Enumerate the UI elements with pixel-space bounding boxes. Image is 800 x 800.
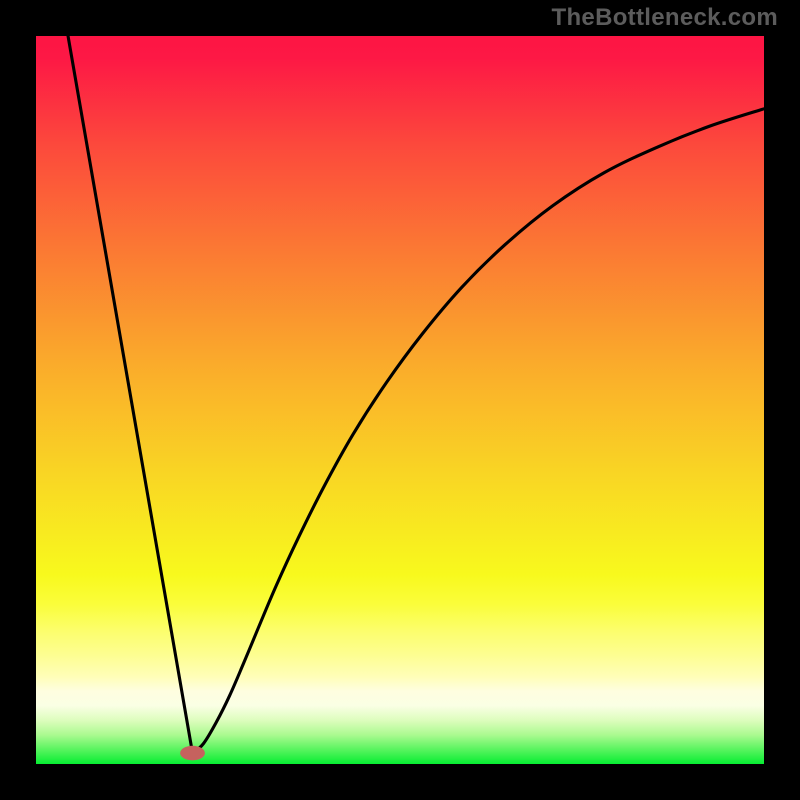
- gradient-background: [36, 36, 764, 764]
- chart-svg: [36, 36, 764, 764]
- min-marker: [180, 746, 205, 761]
- plot-area: [36, 36, 764, 764]
- chart-frame: TheBottleneck.com: [0, 0, 800, 800]
- watermark-label: TheBottleneck.com: [552, 4, 778, 32]
